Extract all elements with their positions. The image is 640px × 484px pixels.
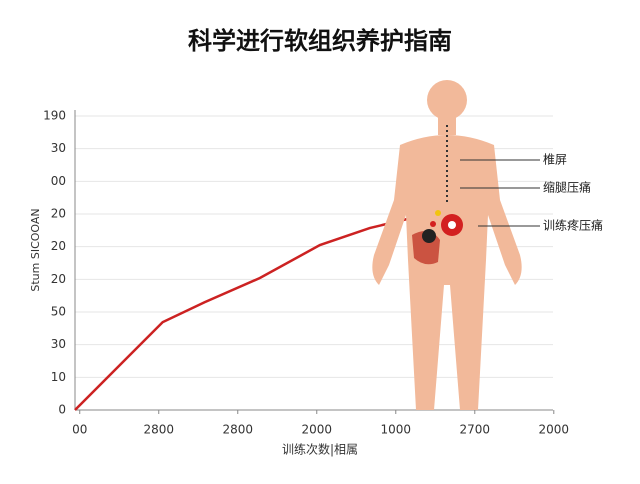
- y-tick-label: 0: [58, 403, 66, 417]
- y-tick-label: 20: [51, 239, 66, 253]
- torso: [372, 135, 522, 410]
- x-tick-label: 2800: [222, 423, 253, 437]
- y-tick-label: 20: [51, 207, 66, 221]
- y-tick-label: 00: [51, 174, 66, 188]
- annotation: 缩腿压痛: [543, 180, 591, 195]
- x-tick-label: 1000: [381, 423, 412, 437]
- head: [427, 80, 467, 120]
- x-tick-label: 00: [72, 423, 87, 437]
- marker: [448, 221, 456, 229]
- x-tick-label: 2800: [143, 423, 174, 437]
- marker: [435, 210, 441, 216]
- marker: [430, 221, 436, 227]
- y-axis-label: Stum SICOOAN: [29, 208, 42, 291]
- y-tick-label: 30: [51, 141, 66, 155]
- y-tick-label: 20: [51, 272, 66, 286]
- annotation: 训练疼压痛: [543, 218, 603, 233]
- x-tick-label: 2000: [539, 423, 570, 437]
- y-tick-label: 10: [51, 370, 66, 384]
- x-axis-label: 训练次数|相属: [282, 442, 358, 457]
- x-tick-label: 2000: [301, 423, 332, 437]
- annotation: 椎屏: [543, 152, 567, 167]
- y-tick-label: 190: [43, 109, 66, 123]
- chart-title: 科学进行软组织养护指南: [188, 27, 452, 55]
- data-line: [74, 216, 416, 411]
- x-tick-label: 2700: [460, 423, 491, 437]
- marker: [422, 229, 436, 243]
- y-tick-label: 30: [51, 337, 66, 351]
- body-illustration: 椎屏 缩腿压痛 训练疼压痛: [372, 80, 603, 410]
- y-tick-label: 50: [51, 305, 66, 319]
